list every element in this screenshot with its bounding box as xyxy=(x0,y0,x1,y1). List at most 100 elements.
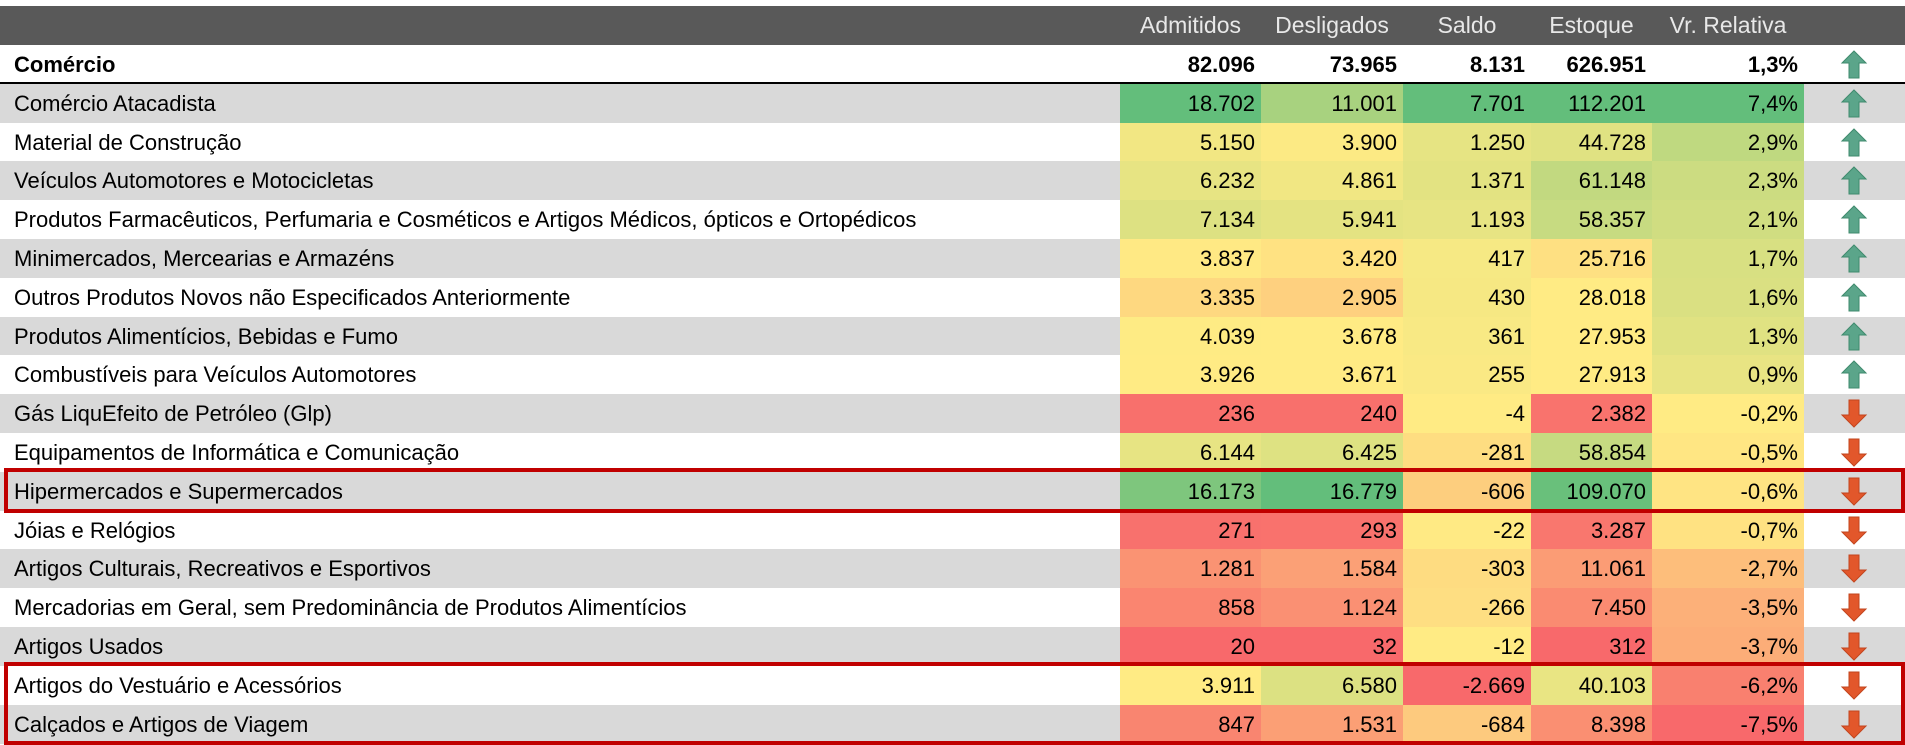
row-value: 3.671 xyxy=(1261,355,1403,395)
row-value: -7,5% xyxy=(1652,704,1804,744)
row-value: -266 xyxy=(1403,588,1531,628)
row-value: 2,3% xyxy=(1652,161,1804,201)
row-value: 1.193 xyxy=(1403,200,1531,240)
row-value: 312 xyxy=(1531,627,1652,666)
trend-arrow xyxy=(1804,45,1905,84)
row-label: Veículos Automotores e Motocicletas xyxy=(14,168,374,194)
row-value: 112.201 xyxy=(1531,83,1652,123)
row-value: 1.124 xyxy=(1261,588,1403,628)
row-value: 27.953 xyxy=(1531,316,1652,356)
total-label: Comércio xyxy=(14,52,116,77)
total-border xyxy=(0,81,1905,84)
row-value: -6,2% xyxy=(1652,665,1804,705)
row-value: 1,6% xyxy=(1652,277,1804,317)
row-value: 11.061 xyxy=(1531,549,1652,589)
row-value: -684 xyxy=(1403,704,1531,744)
total-value: 8.131 xyxy=(1469,52,1525,77)
row-value: 3.420 xyxy=(1261,239,1403,278)
trend-arrow xyxy=(1804,200,1905,239)
row-value: 0,9% xyxy=(1652,355,1804,395)
row-value: 1.281 xyxy=(1120,549,1261,589)
row-value: 1.531 xyxy=(1261,704,1403,744)
row-value: 27.913 xyxy=(1531,355,1652,395)
column-header: Vr. Relativa xyxy=(1669,12,1787,38)
row-value: 1.584 xyxy=(1261,549,1403,589)
row-value: -303 xyxy=(1403,549,1531,589)
row-value: 236 xyxy=(1120,394,1261,434)
row-label: Comércio Atacadista xyxy=(14,90,216,116)
row-value: -2,7% xyxy=(1652,549,1804,589)
row-label: Artigos Culturais, Recreativos e Esporti… xyxy=(14,556,431,582)
column-header: Saldo xyxy=(1437,12,1497,38)
row-value: 361 xyxy=(1403,316,1531,356)
row-value: 25.716 xyxy=(1531,239,1652,278)
trend-arrow xyxy=(1804,627,1905,666)
row-value: 20 xyxy=(1120,627,1261,666)
row-label: Calçados e Artigos de Viagem xyxy=(14,711,309,737)
total-value: 626.951 xyxy=(1566,52,1646,77)
row-value: 18.702 xyxy=(1120,83,1261,123)
row-value: 2.382 xyxy=(1531,394,1652,434)
row-label: Material de Construção xyxy=(14,129,242,155)
row-value: 16.779 xyxy=(1261,471,1403,511)
highlight-box xyxy=(4,467,1905,513)
row-label: Hipermercados e Supermercados xyxy=(14,478,343,504)
row-value: 3.335 xyxy=(1120,277,1261,317)
row-value: 3.837 xyxy=(1120,239,1261,278)
row-value: -2.669 xyxy=(1403,665,1531,705)
row-value: 4.861 xyxy=(1261,161,1403,201)
highlight-box xyxy=(4,661,1905,745)
trend-arrow xyxy=(1804,317,1905,356)
row-value: -0,6% xyxy=(1652,471,1804,511)
row-value: 2.905 xyxy=(1261,277,1403,317)
row-value: -3,7% xyxy=(1652,627,1804,666)
row-value: -606 xyxy=(1403,471,1531,511)
row-value: 240 xyxy=(1261,394,1403,434)
row-value: 1,3% xyxy=(1652,316,1804,356)
trend-arrow xyxy=(1804,472,1905,511)
trend-arrow xyxy=(1804,355,1905,394)
row-value: -0,7% xyxy=(1652,510,1804,550)
row-value: 7.701 xyxy=(1403,83,1531,123)
trend-arrow xyxy=(1804,588,1905,627)
row-value: 16.173 xyxy=(1120,471,1261,511)
trend-arrow xyxy=(1804,161,1905,200)
total-value: 1,3% xyxy=(1747,52,1798,77)
row-value: 6.425 xyxy=(1261,433,1403,472)
trend-arrow xyxy=(1804,278,1905,317)
row-label: Combustíveis para Veículos Automotores xyxy=(14,362,417,388)
row-value: 8.398 xyxy=(1531,704,1652,744)
row-value: 4.039 xyxy=(1120,316,1261,356)
row-label: Artigos do Vestuário e Acessórios xyxy=(14,672,342,698)
row-value: 6.144 xyxy=(1120,433,1261,472)
header-band xyxy=(0,6,1905,45)
row-label: Gás LiquEfeito de Petróleo (Glp) xyxy=(14,401,332,427)
row-label: Artigos Usados xyxy=(14,634,164,659)
row-label: Mercadorias em Geral, sem Predominância … xyxy=(14,595,687,621)
trend-arrow xyxy=(1804,549,1905,588)
row-value: 40.103 xyxy=(1531,665,1652,705)
row-value: 293 xyxy=(1261,510,1403,550)
row-label: Equipamentos de Informática e Comunicaçã… xyxy=(14,440,460,465)
row-value: 3.911 xyxy=(1120,665,1261,705)
column-header: Admitidos xyxy=(1140,12,1241,38)
row-label: Minimercados, Mercearias e Armazéns xyxy=(14,246,395,271)
trend-arrow xyxy=(1804,84,1905,123)
row-value: 11.001 xyxy=(1261,83,1403,123)
row-label: Jóias e Relógios xyxy=(14,517,176,543)
column-header: Estoque xyxy=(1549,12,1634,38)
row-value: 3.926 xyxy=(1120,355,1261,395)
row-value: 3.900 xyxy=(1261,122,1403,162)
row-value: 6.580 xyxy=(1261,665,1403,705)
row-value: -0,5% xyxy=(1652,433,1804,472)
row-value: 858 xyxy=(1120,588,1261,628)
row-value: -22 xyxy=(1403,510,1531,550)
row-value: 28.018 xyxy=(1531,277,1652,317)
row-value: 417 xyxy=(1403,239,1531,278)
row-value: 58.854 xyxy=(1531,433,1652,472)
row-value: 847 xyxy=(1120,704,1261,744)
trend-arrow xyxy=(1804,394,1905,433)
row-value: 2,1% xyxy=(1652,200,1804,240)
row-value: -3,5% xyxy=(1652,588,1804,628)
